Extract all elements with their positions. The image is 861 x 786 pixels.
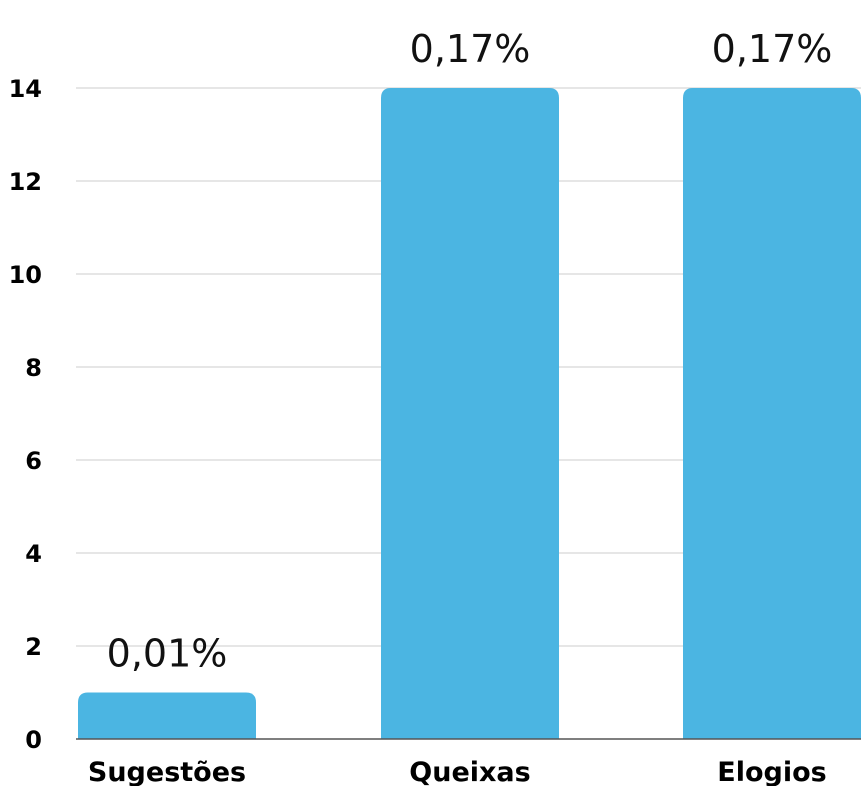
- y-tick-label: 0: [25, 726, 42, 754]
- bar-elogios: [683, 88, 861, 739]
- y-axis-tick-labels: 0 2 4 6 8 10 12 14: [9, 75, 42, 754]
- x-axis-category-labels: Sugestões Queixas Elogios: [88, 757, 827, 786]
- bars: [78, 88, 861, 739]
- y-tick-label: 6: [25, 447, 42, 475]
- bar-queixas: [381, 88, 559, 739]
- y-tick-label: 10: [9, 261, 42, 289]
- data-label: 0,17%: [410, 27, 531, 71]
- y-tick-label: 8: [25, 354, 42, 382]
- x-category-label: Elogios: [717, 757, 826, 786]
- y-tick-label: 14: [9, 75, 42, 103]
- y-tick-label: 12: [9, 168, 42, 196]
- data-label: 0,01%: [107, 632, 228, 676]
- y-tick-label: 4: [25, 540, 42, 568]
- bar-sugestoes: [78, 692, 256, 739]
- data-labels: 0,01% 0,17% 0,17%: [107, 27, 833, 676]
- x-category-label: Sugestões: [88, 757, 246, 786]
- data-label: 0,17%: [712, 27, 833, 71]
- y-tick-label: 2: [25, 633, 42, 661]
- x-category-label: Queixas: [409, 757, 530, 786]
